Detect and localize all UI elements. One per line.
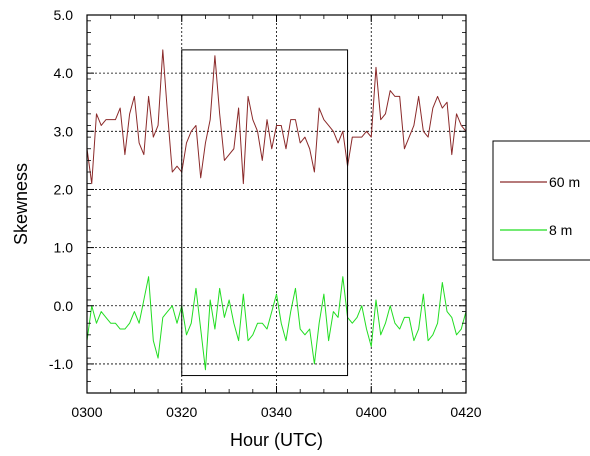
- series-lines: [86, 49, 467, 371]
- series-line-8m: [86, 276, 467, 371]
- x-tick-label: 0420: [450, 404, 481, 420]
- grid-lines: [87, 15, 466, 393]
- axis-ticks: -1.0 0.0 1.0 2.0 3.0 4.0 5.0 0300 0320 0340 0400 04…: [49, 7, 482, 420]
- y-tick-label: 0.0: [54, 298, 74, 314]
- x-tick-label: 0400: [356, 404, 387, 420]
- y-tick-label: 1.0: [54, 240, 74, 256]
- y-tick-label: -1.0: [49, 356, 73, 372]
- x-tick-label: 0340: [261, 404, 292, 420]
- y-axis-title: Skewness: [11, 163, 31, 245]
- y-tick-label: 5.0: [54, 7, 74, 23]
- legend: 60 m 8 m: [492, 140, 590, 261]
- x-axis-title: Hour (UTC): [230, 430, 323, 450]
- legend-label: 60 m: [549, 174, 580, 190]
- legend-label: 8 m: [549, 222, 572, 238]
- x-tick-label: 0300: [71, 404, 102, 420]
- legend-frame: [492, 140, 590, 261]
- series-line-60m: [86, 49, 467, 185]
- x-tick-label: 0320: [166, 404, 197, 420]
- y-tick-label: 3.0: [54, 123, 74, 139]
- y-tick-label: 4.0: [54, 65, 74, 81]
- y-tick-label: 2.0: [54, 181, 74, 197]
- highlight-box: [181, 49, 349, 377]
